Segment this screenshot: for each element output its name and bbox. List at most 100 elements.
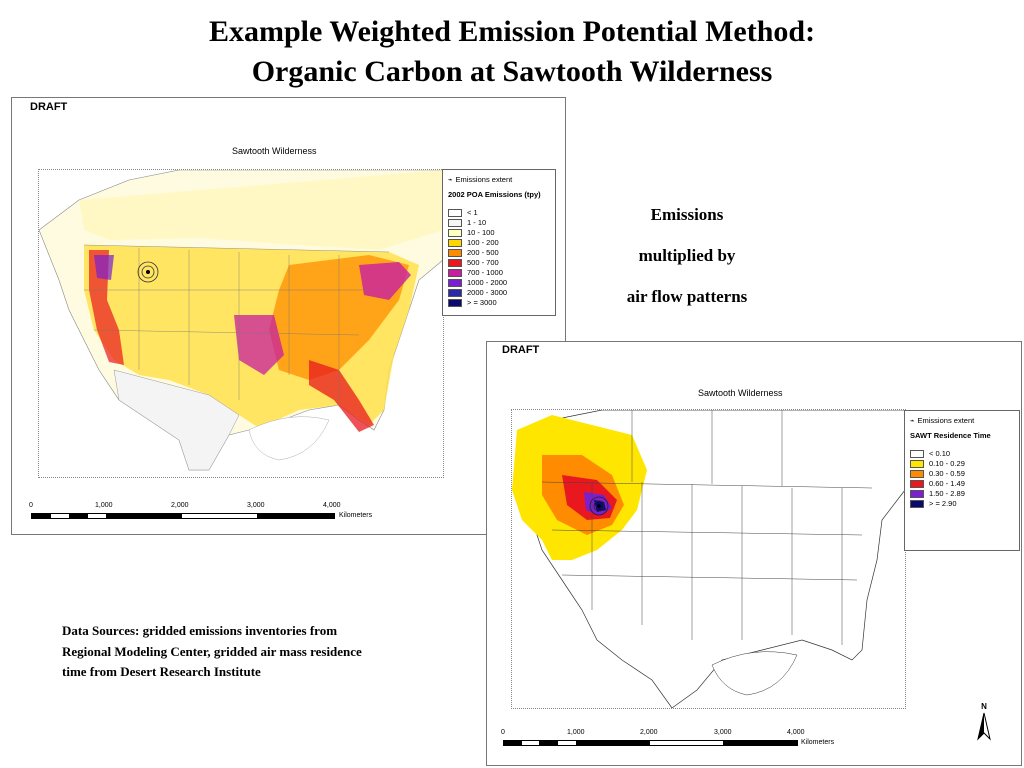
legend-item: 0.30 - 0.59 [910,469,965,478]
slide-title: Example Weighted Emission Potential Meth… [0,12,1024,92]
legend-swatch [910,449,924,458]
legend-swatch [448,298,462,307]
emissions-map-graphic [39,170,443,471]
scale-segment [723,740,798,746]
legend-swatch [448,278,462,287]
method-annotation: Emissions multiplied by air flow pattern… [585,194,789,317]
scale-tick-label: 3,000 [247,502,265,509]
southcentral-hotspot [234,315,284,375]
legend-item: 700 - 1000 [448,268,503,277]
legend-item: 500 - 700 [448,258,499,267]
state-boundaries [83,244,390,405]
scale-segment [503,740,523,746]
legend-item: 1.50 - 2.89 [910,489,965,498]
legend-item: 2000 - 3000 [448,288,507,297]
legend-item: > = 2.90 [910,499,957,508]
scale-tick-label: 3,000 [714,729,732,736]
site-marker [137,261,159,283]
data-sources-note: Data Sources: gridded emissions inventor… [62,623,362,679]
scale-segment [181,513,259,519]
canada-region [79,170,443,250]
scale-unit-label: Kilometers [339,512,373,519]
site-marker [589,496,609,516]
legend-item: 0.60 - 1.49 [910,479,965,488]
legend-item: 100 - 200 [448,238,499,247]
scale-segment [31,513,52,519]
legend-swatch [448,218,462,227]
scale-tick-label: 0 [29,502,33,509]
draft-label: DRAFT [30,101,68,113]
legend-swatch [910,479,924,488]
annotation-line-3: air flow patterns [626,287,748,306]
scale-bar: 0 1,000 2,000 3,000 4,000 Kilometers [501,729,861,753]
scale-segment [521,740,541,746]
legend-swatch [910,499,924,508]
legend-swatch [448,248,462,257]
north-arrow: N [975,702,993,744]
north-arrow-icon [977,712,991,741]
gulf-of-mexico [248,416,330,461]
northeast-hotspot [359,262,411,300]
scale-segment [257,513,335,519]
map-title: Sawtooth Wilderness [232,146,317,156]
legend-swatch [448,288,462,297]
map-title: Sawtooth Wilderness [698,388,783,398]
residence-time-map-panel: DRAFT Sawtooth Wilderness ⌁ Emissions ext… [486,341,1022,766]
scale-tick-label: 1,000 [567,729,585,736]
slide-title-line-1: Example Weighted Emission Potential Meth… [208,15,816,48]
legend-header: 2002 POA Emissions (tpy) [448,190,541,199]
scale-tick-label: 1,000 [95,502,113,509]
scale-segment [576,740,651,746]
legend-item: 1 - 10 [448,218,486,227]
annotation-line-2: multiplied by [638,246,736,265]
mexico-region [113,369,240,471]
emissions-map-frame [38,169,444,478]
legend-header: SAWT Residence Time [910,431,991,440]
legend-swatch [910,469,924,478]
legend-swatch [910,489,924,498]
southeast-hotspot [309,360,374,432]
scale-segment [87,513,108,519]
extent-icon: ⌁ [910,416,915,425]
scale-tick-label: 2,000 [171,502,189,509]
legend-item: < 0.10 [910,449,950,458]
scale-tick-label: 0 [501,729,505,736]
scale-segment [106,513,183,519]
legend-swatch [910,459,924,468]
scale-segment [50,513,71,519]
legend-extent-label: ⌁ Emissions extent [448,175,513,184]
emissions-map-panel: DRAFT Sawtooth Wilderness [11,97,566,535]
legend-swatch [448,258,462,267]
scale-bar: 0 1,000 2,000 3,000 4,000 Kilometers [29,502,389,526]
west-coast-emissions [89,250,124,365]
legend-swatch [448,208,462,217]
extent-icon: ⌁ [448,175,453,184]
gulf-of-mexico [711,651,798,696]
legend-item: 1000 - 2000 [448,278,507,287]
scale-tick-label: 4,000 [787,729,805,736]
scale-unit-label: Kilometers [801,739,835,746]
legend-swatch [448,268,462,277]
annotation-line-1: Emissions [650,205,724,224]
north-label: N [981,702,987,711]
legend-swatch [448,228,462,237]
scale-segment [557,740,578,746]
residence-legend: ⌁ Emissions extent SAWT Residence Time < … [904,410,1020,551]
emissions-legend: ⌁ Emissions extent 2002 POA Emissions (tp… [442,169,556,316]
residence-map-frame [511,409,906,709]
draft-label: DRAFT [502,344,540,356]
scale-segment [649,740,725,746]
scale-tick-label: 2,000 [640,729,658,736]
legend-item: < 1 [448,208,478,217]
scale-segment [539,740,559,746]
legend-swatch [448,238,462,247]
slide-title-line-2: Organic Carbon at Sawtooth Wilderness [251,55,773,88]
legend-item: 10 - 100 [448,228,495,237]
state-boundaries [541,410,873,645]
scale-segment [69,513,89,519]
legend-item: 0.10 - 0.29 [910,459,965,468]
legend-item: 200 - 500 [448,248,499,257]
residence-map-graphic [512,410,905,708]
scale-tick-label: 4,000 [323,502,341,509]
legend-extent-label: ⌁ Emissions extent [910,416,975,425]
